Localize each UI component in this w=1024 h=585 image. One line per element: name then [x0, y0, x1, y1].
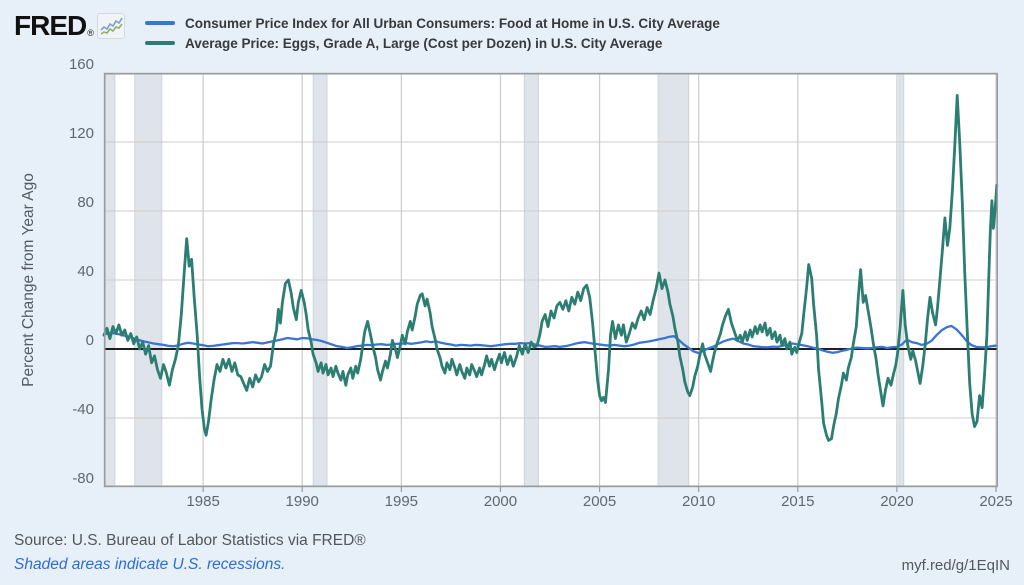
x-tick-label: 2005	[582, 493, 617, 510]
x-tick-label: 2025	[979, 493, 1013, 510]
cpi-food-legend-label: Consumer Price Index for All Urban Consu…	[185, 15, 720, 31]
y-tick-label: 120	[68, 125, 94, 142]
y-tick-label: -40	[72, 401, 94, 418]
x-tick-label: 1985	[186, 493, 220, 510]
x-axis-tick-marks	[202, 487, 997, 492]
cpi-food-line-swatch	[145, 21, 175, 25]
fred-logo-sparkline-icon	[96, 13, 125, 39]
source-text: Source: U.S. Bureau of Labor Statistics …	[14, 532, 366, 549]
x-tick-label: 2000	[483, 493, 518, 510]
fred-logo[interactable]: FRED ®	[14, 12, 125, 40]
recession-note-link[interactable]: Shaded areas indicate U.S. recessions.	[14, 556, 286, 573]
legend-item-cpi-food: Consumer Price Index for All Urban Consu…	[145, 13, 720, 33]
egg-price-line-swatch	[145, 41, 175, 45]
x-tick-label: 2010	[681, 493, 716, 510]
fred-logo-text: FRED	[14, 10, 87, 41]
shortlink-text: myf.red/g/1EqIN	[901, 557, 1010, 574]
series-lines	[102, 93, 999, 442]
cpi-food-line	[102, 324, 998, 355]
chart-plot-area[interactable]	[102, 72, 999, 493]
y-tick-label: -80	[72, 470, 94, 487]
plot-border	[104, 73, 998, 487]
x-tick-label: 1995	[384, 493, 419, 510]
fred-logo-registered-mark: ®	[87, 28, 94, 38]
y-tick-label: 80	[77, 194, 94, 211]
x-tick-label: 1990	[285, 493, 319, 510]
chart-legend: Consumer Price Index for All Urban Consu…	[145, 13, 720, 53]
x-tick-label: 2015	[781, 493, 815, 510]
x-tick-label: 2020	[880, 493, 914, 510]
y-tick-label: 0	[85, 332, 94, 349]
egg-price-line	[102, 93, 999, 442]
legend-item-egg-price: Average Price: Eggs, Grade A, Large (Cos…	[145, 33, 720, 53]
y-tick-label: 160	[68, 56, 94, 73]
y-tick-label: 40	[77, 263, 94, 280]
egg-price-legend-label: Average Price: Eggs, Grade A, Large (Cos…	[185, 35, 663, 51]
